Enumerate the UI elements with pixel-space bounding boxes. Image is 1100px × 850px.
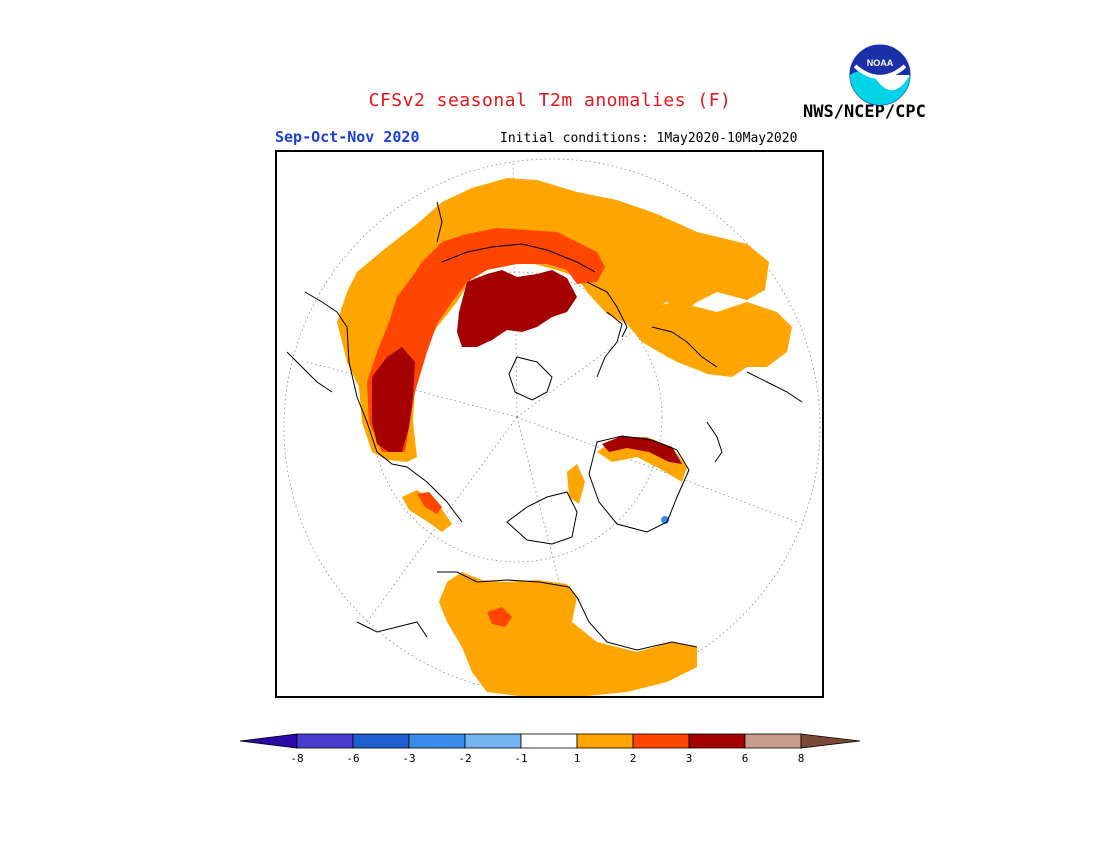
colorbar-tick-label: 3 [685,752,693,765]
map-title: CFSv2 seasonal T2m anomalies (F) [368,90,732,111]
colorbar-tick-label: -2 [458,752,472,765]
season-label: Sep-Oct-Nov 2020 [275,128,420,146]
colorbar-segment [744,733,802,749]
colorbar-segment [632,733,690,749]
colorbar-tick-label: 6 [741,752,749,765]
colorbar-arrow-left [240,733,298,749]
anomaly-region-alaska-orange [402,490,452,532]
colorbar-tick-label: -3 [402,752,416,765]
anomaly-region-canada-orange [567,464,585,504]
colorbar-tick-label: 1 [573,752,581,765]
colorbar-segment [408,733,466,749]
colorbar-segment [352,733,410,749]
colorbar [240,733,861,749]
colorbar-tick-label: 2 [629,752,637,765]
anomaly-region-siberia-darkred [457,270,577,347]
anomaly-region-east-asia-orange [649,302,792,377]
colorbar-segment [464,733,522,749]
domain-circle [283,158,821,696]
coastlines [286,201,803,651]
anomaly-region-north-america-red [487,607,512,627]
colorbar-arrow-right [800,733,861,749]
anomaly-region-west-darkred [372,347,415,452]
colorbar-tick-label: 8 [797,752,805,765]
colorbar-tick-label: -1 [514,752,528,765]
noaa-logo-text: NOAA [867,58,894,68]
polar-map [275,150,824,698]
noaa-logo: NOAA [849,44,911,106]
colorbar-tick-label: -8 [290,752,304,765]
anomaly-region-greenland-darkred [602,436,682,464]
initial-conditions-label: Initial conditions: 1May2020-10May2020 [500,131,798,146]
colorbar-segment [688,733,746,749]
agency-label: NWS/NCEP/CPC [803,102,926,122]
colorbar-segment [576,733,634,749]
colorbar-segment [520,733,578,749]
anomaly-region-siberia-red [367,228,605,452]
colorbar-tick-label: -6 [346,752,360,765]
polar-map-svg [283,158,821,696]
anomaly-region-north-america-orange [439,572,697,696]
colorbar-segment [296,733,354,749]
anomaly-region-alaska-red [417,492,442,514]
